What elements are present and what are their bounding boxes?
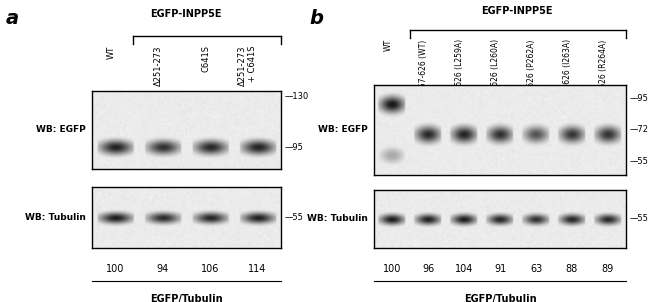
Text: 257-626 (R264A): 257-626 (R264A) <box>599 39 608 104</box>
Text: 88: 88 <box>566 264 578 274</box>
Text: —95: —95 <box>284 143 303 152</box>
Text: 257-626 (WT): 257-626 (WT) <box>419 39 428 92</box>
Text: Δ251-273: Δ251-273 <box>153 45 162 86</box>
Text: WB: EGFP: WB: EGFP <box>36 125 86 134</box>
Text: EGFP-INPP5E: EGFP-INPP5E <box>482 6 553 16</box>
Text: 257-626 (P262A): 257-626 (P262A) <box>527 39 536 104</box>
Text: EGFP/Tubulin: EGFP/Tubulin <box>150 294 223 302</box>
Text: 114: 114 <box>248 264 266 274</box>
Text: —95: —95 <box>629 94 648 103</box>
Text: WB: EGFP: WB: EGFP <box>318 125 367 134</box>
Text: —72: —72 <box>629 125 648 134</box>
Text: WT: WT <box>107 45 115 59</box>
Text: a: a <box>6 9 20 28</box>
Text: WT: WT <box>384 39 393 51</box>
Text: EGFP/Tubulin: EGFP/Tubulin <box>464 294 536 302</box>
Text: 257-626 (L260A): 257-626 (L260A) <box>491 39 500 103</box>
Text: 63: 63 <box>530 264 542 274</box>
Text: 91: 91 <box>494 264 506 274</box>
Text: 257-626 (L259A): 257-626 (L259A) <box>455 39 464 103</box>
Text: —55: —55 <box>284 213 303 222</box>
Text: WB: Tubulin: WB: Tubulin <box>25 213 86 222</box>
Text: 94: 94 <box>157 264 169 274</box>
Text: 100: 100 <box>106 264 125 274</box>
Text: C641S: C641S <box>201 45 210 72</box>
Text: Δ251-273
+ C641S: Δ251-273 + C641S <box>238 45 257 86</box>
Text: 100: 100 <box>384 264 402 274</box>
Text: —55: —55 <box>629 157 648 166</box>
Text: 96: 96 <box>422 264 434 274</box>
Text: EGFP-INPP5E: EGFP-INPP5E <box>151 9 222 19</box>
Text: 257-626 (I263A): 257-626 (I263A) <box>563 39 572 101</box>
Text: 89: 89 <box>602 264 614 274</box>
Text: 104: 104 <box>455 264 473 274</box>
Text: b: b <box>309 9 323 28</box>
Text: 106: 106 <box>201 264 219 274</box>
Text: —130: —130 <box>284 92 308 101</box>
Text: WB: Tubulin: WB: Tubulin <box>307 214 367 223</box>
Text: —55: —55 <box>629 214 648 223</box>
